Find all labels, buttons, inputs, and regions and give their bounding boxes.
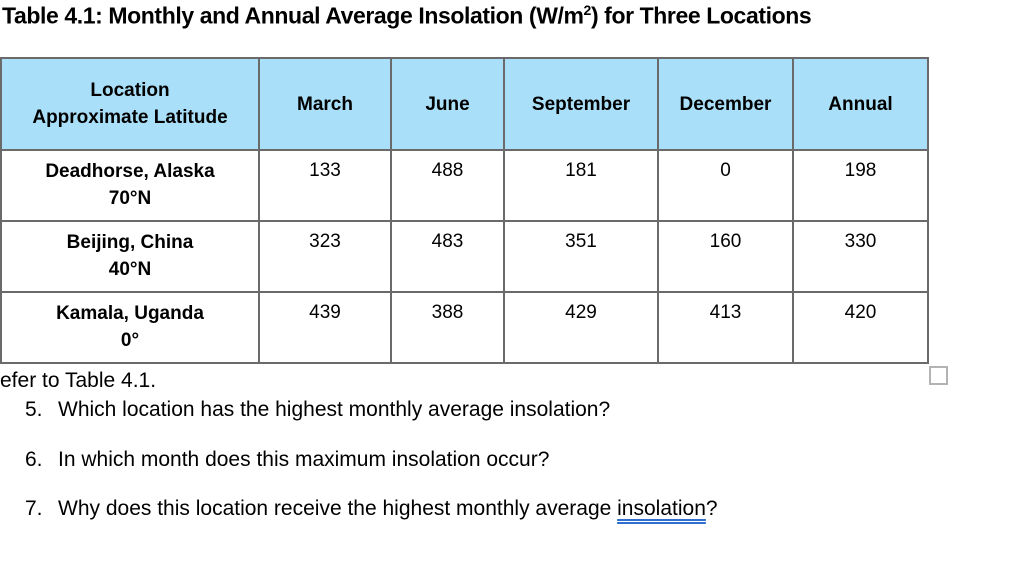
header-location: Location Approximate Latitude <box>0 57 260 151</box>
question-number: 5. <box>25 398 43 421</box>
value-cell: 488 <box>390 149 505 222</box>
header-september: September <box>503 57 659 151</box>
question-text: Why does this location receive the highe… <box>58 497 718 520</box>
location-cell: Kamala, Uganda 0° <box>0 291 260 364</box>
location-latitude: 0° <box>120 330 140 351</box>
question-6: 6. In which month does this maximum insol… <box>25 448 549 472</box>
question-5: 5. Which location has the highest monthly… <box>25 398 610 422</box>
question-text-before: Why does this location receive the highe… <box>58 497 618 520</box>
header-june: June <box>390 57 505 151</box>
location-latitude: 70°N <box>108 188 152 209</box>
title-superscript: 2 <box>583 2 592 18</box>
table-row: Deadhorse, Alaska 70°N 133 488 181 0 198 <box>0 149 929 222</box>
title-prefix: Table 4.1: Monthly and Annual Average In… <box>2 2 584 29</box>
value-cell: 160 <box>657 220 794 293</box>
value-cell: 413 <box>657 291 794 364</box>
value-cell: 420 <box>792 291 929 364</box>
header-december: December <box>657 57 794 151</box>
location-latitude: 40°N <box>108 259 152 280</box>
table-row: Kamala, Uganda 0° 439 388 429 413 420 <box>0 291 929 364</box>
title-suffix: ) for Three Locations <box>590 2 812 29</box>
value-cell: 0 <box>657 149 794 222</box>
question-7: 7. Why does this location receive the hig… <box>25 497 718 521</box>
question-text: Which location has the highest monthly a… <box>58 398 611 421</box>
value-cell: 351 <box>503 220 659 293</box>
question-text-after: ? <box>705 497 718 520</box>
table-row: Beijing, China 40°N 323 483 351 160 330 <box>0 220 929 293</box>
value-cell: 181 <box>503 149 659 222</box>
insolation-table: Location Approximate Latitude March June… <box>0 57 929 364</box>
value-cell: 439 <box>258 291 392 364</box>
grammar-underlined-word: insolation <box>617 497 706 520</box>
value-cell: 198 <box>792 149 929 222</box>
header-location-line1: Location <box>90 80 170 101</box>
header-location-line2: Approximate Latitude <box>32 107 228 128</box>
location-cell: Deadhorse, Alaska 70°N <box>0 149 260 222</box>
location-cell: Beijing, China 40°N <box>0 220 260 293</box>
header-annual: Annual <box>792 57 929 151</box>
question-number: 6. <box>25 448 43 471</box>
refer-to-table-text: efer to Table 4.1. <box>0 369 157 392</box>
header-march: March <box>258 57 392 151</box>
value-cell: 388 <box>390 291 505 364</box>
value-cell: 429 <box>503 291 659 364</box>
question-number: 7. <box>25 497 43 520</box>
page-title: Table 4.1: Monthly and Annual Average In… <box>2 2 812 30</box>
location-name: Deadhorse, Alaska <box>45 161 215 182</box>
value-cell: 323 <box>258 220 392 293</box>
value-cell: 330 <box>792 220 929 293</box>
location-name: Beijing, China <box>66 232 194 253</box>
question-text: In which month does this maximum insolat… <box>58 448 550 471</box>
location-name: Kamala, Uganda <box>56 303 204 324</box>
value-cell: 133 <box>258 149 392 222</box>
value-cell: 483 <box>390 220 505 293</box>
table-header-row: Location Approximate Latitude March June… <box>0 57 929 151</box>
margin-checkbox[interactable] <box>929 366 948 385</box>
